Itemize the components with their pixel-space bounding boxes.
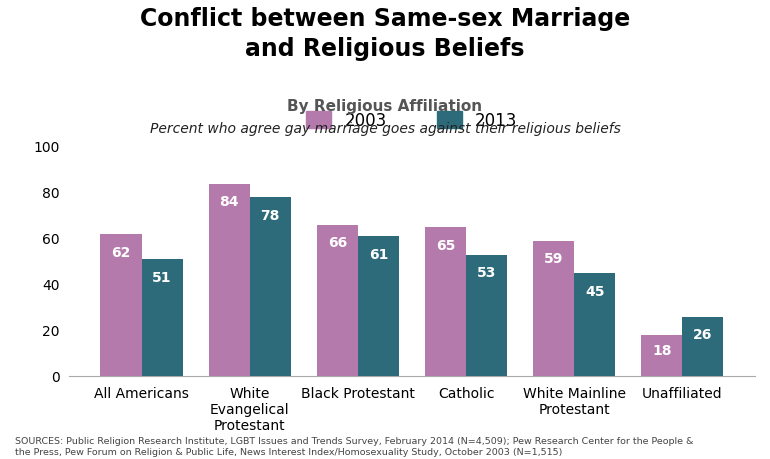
Text: By Religious Affiliation: By Religious Affiliation [287,99,483,114]
Text: 78: 78 [260,209,280,223]
Text: 26: 26 [693,328,712,342]
Text: 66: 66 [328,236,347,251]
Text: 59: 59 [544,252,564,267]
Bar [316,225,358,376]
Text: 51: 51 [152,271,172,285]
Text: 84: 84 [219,195,239,209]
Bar [209,184,249,376]
Text: Percent who agree gay marriage goes against their religious beliefs: Percent who agree gay marriage goes agai… [149,122,621,136]
Text: 53: 53 [477,266,497,280]
Bar [466,255,507,376]
Text: 18: 18 [652,344,671,358]
Bar [425,227,466,376]
Bar [682,317,724,376]
Bar [574,273,615,376]
Text: 62: 62 [112,246,131,260]
Bar [249,197,291,376]
Bar [100,234,142,376]
Text: Conflict between Same-sex Marriage
and Religious Beliefs: Conflict between Same-sex Marriage and R… [140,7,630,61]
Bar [641,335,682,376]
Bar [358,236,399,376]
Text: 65: 65 [436,239,455,253]
Text: 45: 45 [585,285,604,299]
Bar [142,259,182,376]
Legend: 2003, 2013: 2003, 2013 [300,105,524,136]
Text: SOURCES: Public Religion Research Institute, LGBT Issues and Trends Survey, Febr: SOURCES: Public Religion Research Instit… [15,437,694,457]
Bar [533,241,574,376]
Text: 61: 61 [369,248,388,262]
